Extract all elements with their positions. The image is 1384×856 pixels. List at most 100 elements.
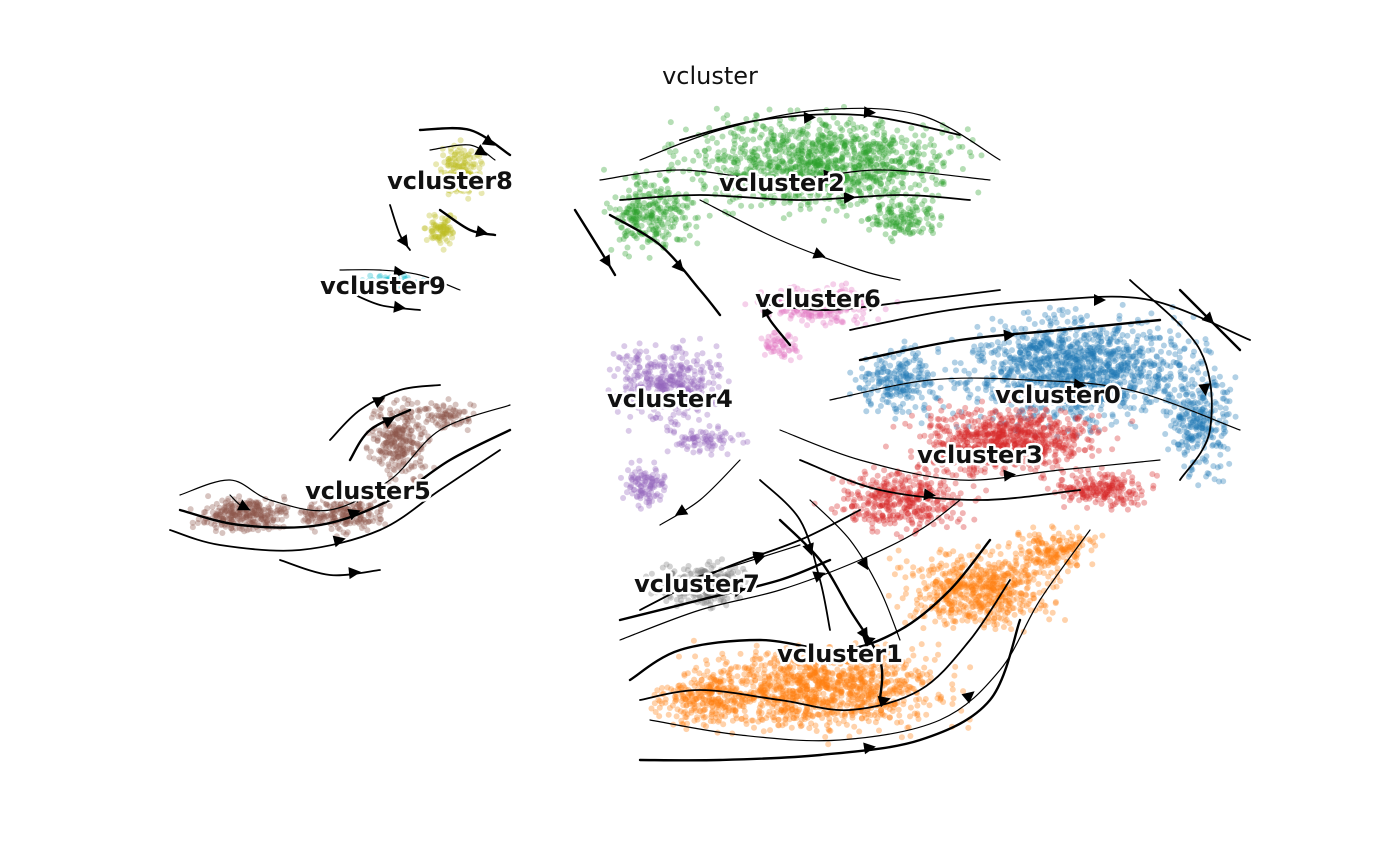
cell-point — [798, 162, 805, 169]
cell-point — [790, 174, 797, 181]
cell-point — [1116, 312, 1123, 319]
cell-point — [679, 442, 686, 449]
cell-point — [805, 153, 812, 160]
cell-point — [833, 165, 840, 172]
cell-point — [889, 178, 896, 185]
cell-point — [633, 181, 640, 188]
cell-point — [782, 127, 789, 134]
cell-point — [1031, 357, 1038, 364]
cell-point — [867, 160, 874, 167]
cell-point — [873, 162, 880, 168]
cell-point — [749, 182, 755, 189]
cell-point — [875, 143, 882, 150]
cell-point — [921, 432, 928, 439]
cell-point — [847, 175, 854, 182]
cell-point — [839, 164, 846, 171]
cell-point — [786, 191, 793, 198]
cell-point — [760, 148, 767, 155]
cell-point — [851, 136, 858, 143]
cell-point — [1071, 441, 1078, 448]
cell-point — [796, 159, 803, 166]
cell-point — [787, 171, 794, 178]
cell-point — [737, 144, 744, 151]
cell-point — [802, 135, 809, 142]
cell-point — [967, 376, 974, 383]
cell-point — [992, 434, 999, 441]
cell-point — [814, 148, 820, 155]
cell-point — [767, 158, 774, 165]
cell-point — [879, 153, 886, 160]
cell-point — [935, 502, 941, 508]
cell-point — [1184, 413, 1191, 420]
cell-point — [1051, 368, 1058, 375]
cell-point — [636, 457, 643, 464]
cell-point — [737, 149, 744, 156]
cell-point — [633, 215, 640, 222]
cell-point — [798, 155, 805, 162]
cell-point — [1204, 400, 1211, 407]
cell-point — [670, 223, 677, 230]
cell-point — [858, 197, 865, 204]
cell-point — [866, 175, 873, 182]
cell-point — [855, 155, 862, 161]
cell-point — [819, 185, 826, 192]
cell-point — [791, 150, 798, 157]
cell-point — [850, 121, 857, 128]
cell-point — [925, 165, 931, 172]
cell-point — [614, 366, 621, 372]
cell-point — [867, 162, 874, 168]
cell-point — [799, 130, 806, 137]
cell-point — [781, 351, 788, 358]
cell-point — [903, 526, 910, 533]
cell-point — [765, 171, 772, 178]
cell-point — [606, 366, 613, 373]
cell-point — [909, 150, 915, 157]
cell-point — [861, 134, 868, 141]
cell-point — [798, 185, 805, 192]
cell-point — [959, 510, 966, 517]
cell-point — [683, 359, 690, 366]
cell-point — [680, 168, 687, 175]
cell-point — [654, 204, 661, 211]
cell-point — [830, 160, 837, 167]
cell-point — [635, 174, 641, 181]
cell-point — [680, 202, 687, 209]
cell-point — [839, 153, 846, 160]
cell-point — [1210, 375, 1217, 382]
cell-point — [796, 164, 803, 171]
cell-point — [913, 157, 920, 164]
cell-point — [694, 170, 701, 177]
cell-point — [787, 315, 794, 322]
cell-point — [673, 216, 680, 223]
cell-point — [870, 148, 877, 155]
cell-point — [672, 418, 679, 425]
cell-point — [637, 488, 644, 495]
cell-point — [1120, 360, 1127, 366]
cell-point — [794, 191, 801, 198]
cell-point — [874, 122, 881, 129]
cell-point — [802, 144, 809, 151]
cell-point — [636, 179, 643, 186]
cell-point — [862, 149, 869, 156]
cell-point — [717, 155, 723, 162]
cell-point — [905, 220, 911, 226]
cell-point — [898, 139, 905, 146]
cell-point — [1031, 432, 1038, 439]
cell-point — [924, 166, 931, 173]
cell-point — [625, 205, 632, 212]
cell-point — [866, 226, 873, 233]
cell-point — [879, 119, 886, 126]
cell-point — [870, 141, 876, 147]
cell-point — [864, 174, 871, 181]
cell-point — [860, 198, 867, 205]
cell-point — [729, 148, 736, 155]
cell-point — [738, 185, 745, 192]
cell-point — [938, 518, 945, 525]
cell-point — [827, 130, 834, 136]
cell-point — [1084, 367, 1091, 374]
cell-point — [852, 136, 859, 143]
cell-point — [862, 185, 869, 192]
cell-point — [719, 133, 726, 140]
cell-point — [618, 474, 624, 481]
cell-point — [798, 173, 805, 180]
